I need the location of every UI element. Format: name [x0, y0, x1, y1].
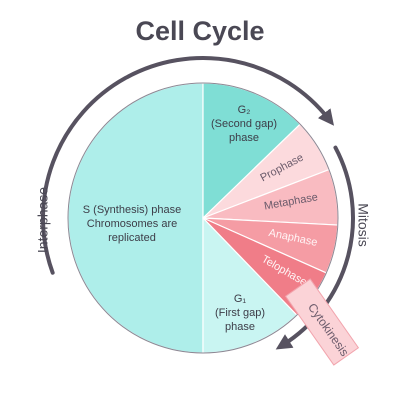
g1-phase-label: (First gap): [215, 307, 265, 319]
cytokinesis-rect: [284, 278, 360, 366]
s-phase-label: S (Synthesis) phase: [83, 204, 181, 216]
cytokinesis-box: Cytokinesis: [284, 278, 360, 366]
s-phase-label: replicated: [108, 232, 156, 244]
g2-phase-label: (Second gap): [211, 118, 277, 130]
g2-phase-label: G₂: [238, 104, 251, 116]
g2-phase-label: phase: [229, 132, 259, 144]
mitosis-label: Mitosis: [355, 203, 371, 247]
interphase-label: Interphase: [35, 187, 51, 253]
wheel-outline: [67, 82, 339, 354]
title: Cell Cycle: [135, 16, 264, 46]
s-phase-label: Chromosomes are: [87, 218, 177, 230]
g1-phase-label: phase: [225, 321, 255, 333]
g1-phase-label: G₁: [234, 293, 247, 305]
interphase-arrow: [41, 56, 335, 275]
